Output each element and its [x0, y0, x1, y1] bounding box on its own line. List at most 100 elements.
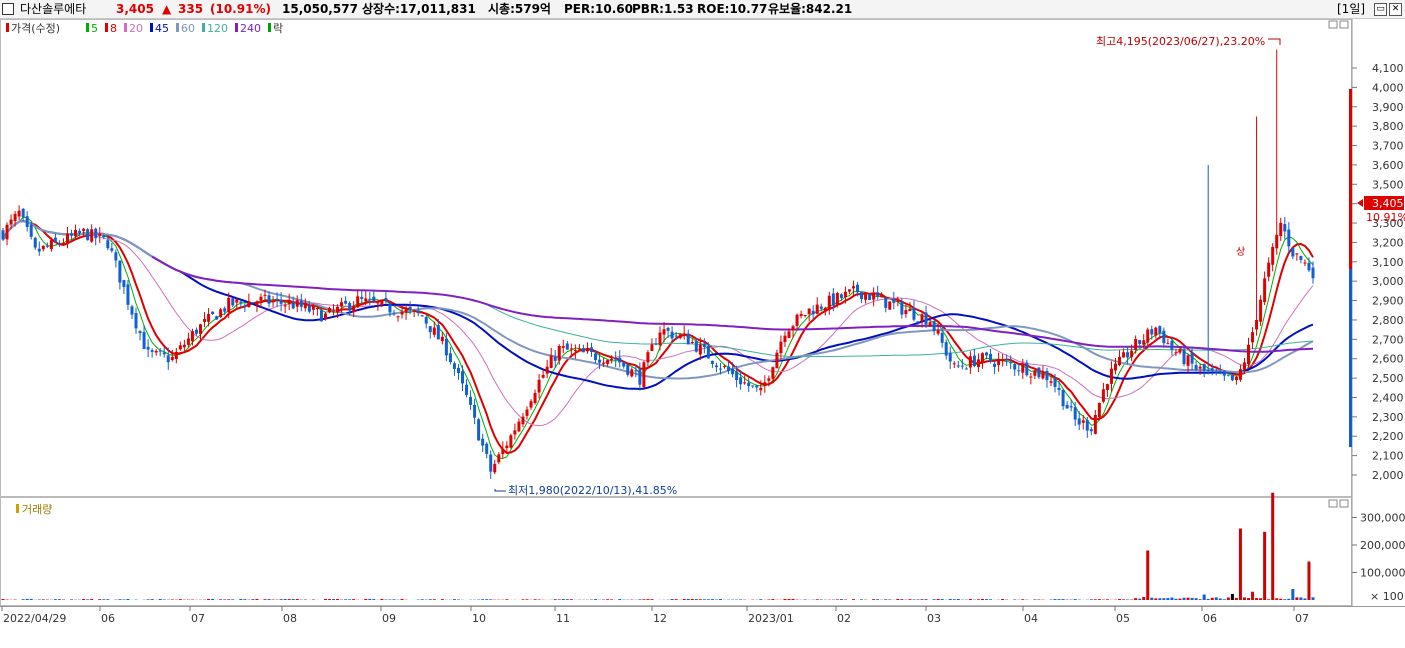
volume-bar — [1057, 599, 1061, 600]
candle-body — [706, 345, 710, 359]
candle-body — [1126, 352, 1130, 358]
candle-body — [775, 352, 779, 369]
volume-bar — [1214, 597, 1218, 600]
volume-bar — [670, 599, 674, 600]
candle-body — [283, 305, 287, 307]
candle-body — [843, 291, 847, 298]
volume-bar — [158, 599, 162, 600]
candle-body — [610, 359, 614, 361]
volume-bar — [839, 599, 843, 600]
volume-bar — [1230, 593, 1234, 600]
volume-bar — [90, 599, 94, 600]
candle-body — [70, 233, 74, 236]
candle-body — [767, 378, 771, 381]
panel-close-icon[interactable] — [1339, 20, 1349, 29]
candle-body — [114, 252, 118, 261]
volume-bar — [1170, 597, 1174, 600]
candle-body — [118, 260, 122, 283]
ma-legend-swatch — [86, 23, 89, 32]
ma-legend-swatch — [105, 23, 108, 32]
candle-body — [795, 314, 799, 326]
candle-body — [1134, 338, 1138, 350]
candle-body — [327, 308, 331, 313]
volume-bar — [1105, 599, 1109, 600]
candle-body — [1283, 224, 1287, 232]
candle-body — [815, 304, 819, 314]
volume-bar — [86, 599, 90, 600]
candle-body — [851, 286, 855, 289]
price-tick-label: 2,700 — [1372, 333, 1404, 346]
candle-body — [481, 438, 485, 446]
volume-bar — [1206, 598, 1210, 600]
date-tick-label: 07 — [1295, 612, 1309, 625]
candle-body — [714, 365, 718, 368]
candle-body — [1202, 363, 1206, 371]
candle-body — [1113, 363, 1117, 371]
candle-body — [110, 248, 114, 251]
volume-bar — [98, 599, 102, 600]
candle-body — [142, 332, 146, 349]
volume-bar — [1287, 598, 1291, 600]
period-selector[interactable]: [1일] — [1337, 2, 1366, 16]
panel-min-icon[interactable] — [1328, 20, 1338, 29]
candle-body — [219, 309, 223, 317]
title-bar: 다산솔루에타 3,405 ▲ 335 (10.91%) 15,050,577 상… — [0, 0, 1405, 19]
candle-body — [557, 345, 561, 361]
volume-bar — [150, 599, 154, 600]
ma-legend-label: 5 — [91, 22, 98, 35]
volume-bar — [533, 599, 537, 600]
volume-bar — [207, 598, 211, 600]
candle-body — [630, 369, 634, 377]
volume-bar — [1122, 599, 1126, 600]
volume-bar — [618, 599, 622, 600]
price-tick-label: 3,900 — [1372, 101, 1404, 114]
volume-bar — [884, 599, 888, 600]
candle-body — [1093, 415, 1097, 434]
candle-body — [771, 367, 775, 379]
candle-body — [803, 314, 807, 316]
candle-body — [634, 370, 638, 372]
candle-body — [380, 300, 384, 306]
volume-min-icon[interactable] — [1328, 499, 1338, 508]
candle-body — [271, 301, 275, 303]
maximize-icon[interactable]: ▭ — [1374, 3, 1387, 16]
candle-body — [702, 343, 706, 347]
volume-bar — [815, 599, 819, 600]
volume-bar — [1194, 598, 1198, 600]
candle-body — [146, 346, 150, 350]
volume-legend-swatch — [16, 504, 19, 513]
candle-body — [90, 229, 94, 242]
candle-body — [956, 365, 960, 367]
ma-line-20 — [2, 220, 1314, 427]
stock-name: 다산솔루에타 — [20, 2, 87, 16]
candle-body — [287, 301, 291, 305]
ma-legend-swatch — [235, 23, 238, 32]
volume-bar — [388, 599, 392, 600]
candle-body — [255, 302, 259, 306]
candle-body — [525, 409, 529, 416]
candle-body — [912, 307, 916, 320]
volume-bar — [694, 599, 698, 600]
select-checkbox[interactable] — [2, 3, 14, 15]
chart-area[interactable]: 가격(수정) 5 8 20 45 60 120 240 락 거래량 2,000 2,100 2,2… — [0, 19, 1405, 648]
candle-body — [835, 293, 839, 305]
volume-bar — [594, 599, 598, 600]
candle-body — [150, 350, 154, 352]
candle-body — [626, 364, 630, 375]
volume-close-icon[interactable] — [1339, 499, 1349, 508]
candle-body — [1037, 367, 1041, 378]
volume-bar — [1134, 598, 1138, 600]
volume-bar — [1279, 598, 1283, 600]
volume-bar — [263, 599, 267, 600]
candle-body — [521, 416, 525, 425]
candle-body — [779, 341, 783, 354]
candle-body — [807, 308, 811, 315]
candle-body — [166, 355, 170, 363]
candle-body — [477, 419, 481, 441]
volume-bar — [1190, 597, 1194, 600]
volume-bar — [553, 599, 557, 600]
volume-bar — [1226, 597, 1230, 600]
candle-body — [279, 299, 283, 304]
close-icon[interactable]: ✕ — [1389, 3, 1402, 16]
volume-bar — [646, 599, 650, 600]
